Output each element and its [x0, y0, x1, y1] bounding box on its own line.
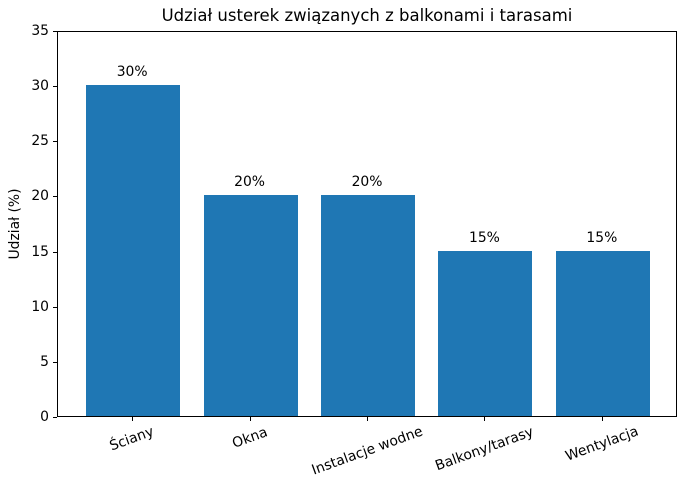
y-tick-label: 10 — [31, 298, 49, 315]
x-tick-mark — [132, 417, 134, 421]
bar-value-label: 20% — [351, 174, 383, 191]
y-tick-mark — [53, 141, 57, 143]
y-tick-label: 5 — [40, 353, 49, 370]
x-tick-label-5: Wentylacja — [563, 423, 641, 466]
x-tick-mark — [367, 417, 368, 421]
y-tick-mark — [53, 196, 57, 198]
bar-3 — [321, 195, 415, 416]
y-tick-label: 35 — [31, 23, 49, 39]
bar-1 — [86, 85, 181, 416]
y-tick-mark — [53, 306, 57, 308]
x-tick-label-4: Balkony/tarasy — [433, 423, 536, 475]
y-tick-mark — [53, 86, 57, 88]
plot-area — [57, 31, 677, 417]
x-tick-mark — [249, 417, 251, 421]
y-tick-label: 15 — [31, 243, 49, 260]
y-tick-label: 20 — [31, 188, 49, 205]
y-tick-label: 0 — [40, 409, 49, 425]
x-tick-mark — [601, 417, 603, 421]
bar-5 — [555, 250, 650, 416]
bar-value-label: 20% — [234, 174, 265, 191]
y-tick-mark — [53, 361, 57, 363]
y-tick-mark — [53, 251, 57, 253]
x-tick-label-2: Okna — [229, 423, 270, 452]
x-tick-label-3: Instalacje wodne — [309, 423, 425, 480]
y-tick-mark — [53, 31, 57, 32]
bar-value-label: 15% — [586, 229, 618, 246]
bar-value-label: 15% — [468, 229, 500, 246]
bar-4 — [438, 250, 533, 416]
x-tick-mark — [484, 417, 486, 421]
chart-title: Udział usterek związanych z balkonami i … — [161, 6, 573, 25]
y-tick-mark — [53, 417, 57, 418]
x-tick-label-1: Ściany — [107, 424, 157, 455]
bar-2 — [203, 195, 298, 416]
y-tick-label: 30 — [31, 78, 49, 95]
y-tick-label: 25 — [31, 133, 49, 150]
bar-value-label: 30% — [116, 64, 148, 81]
